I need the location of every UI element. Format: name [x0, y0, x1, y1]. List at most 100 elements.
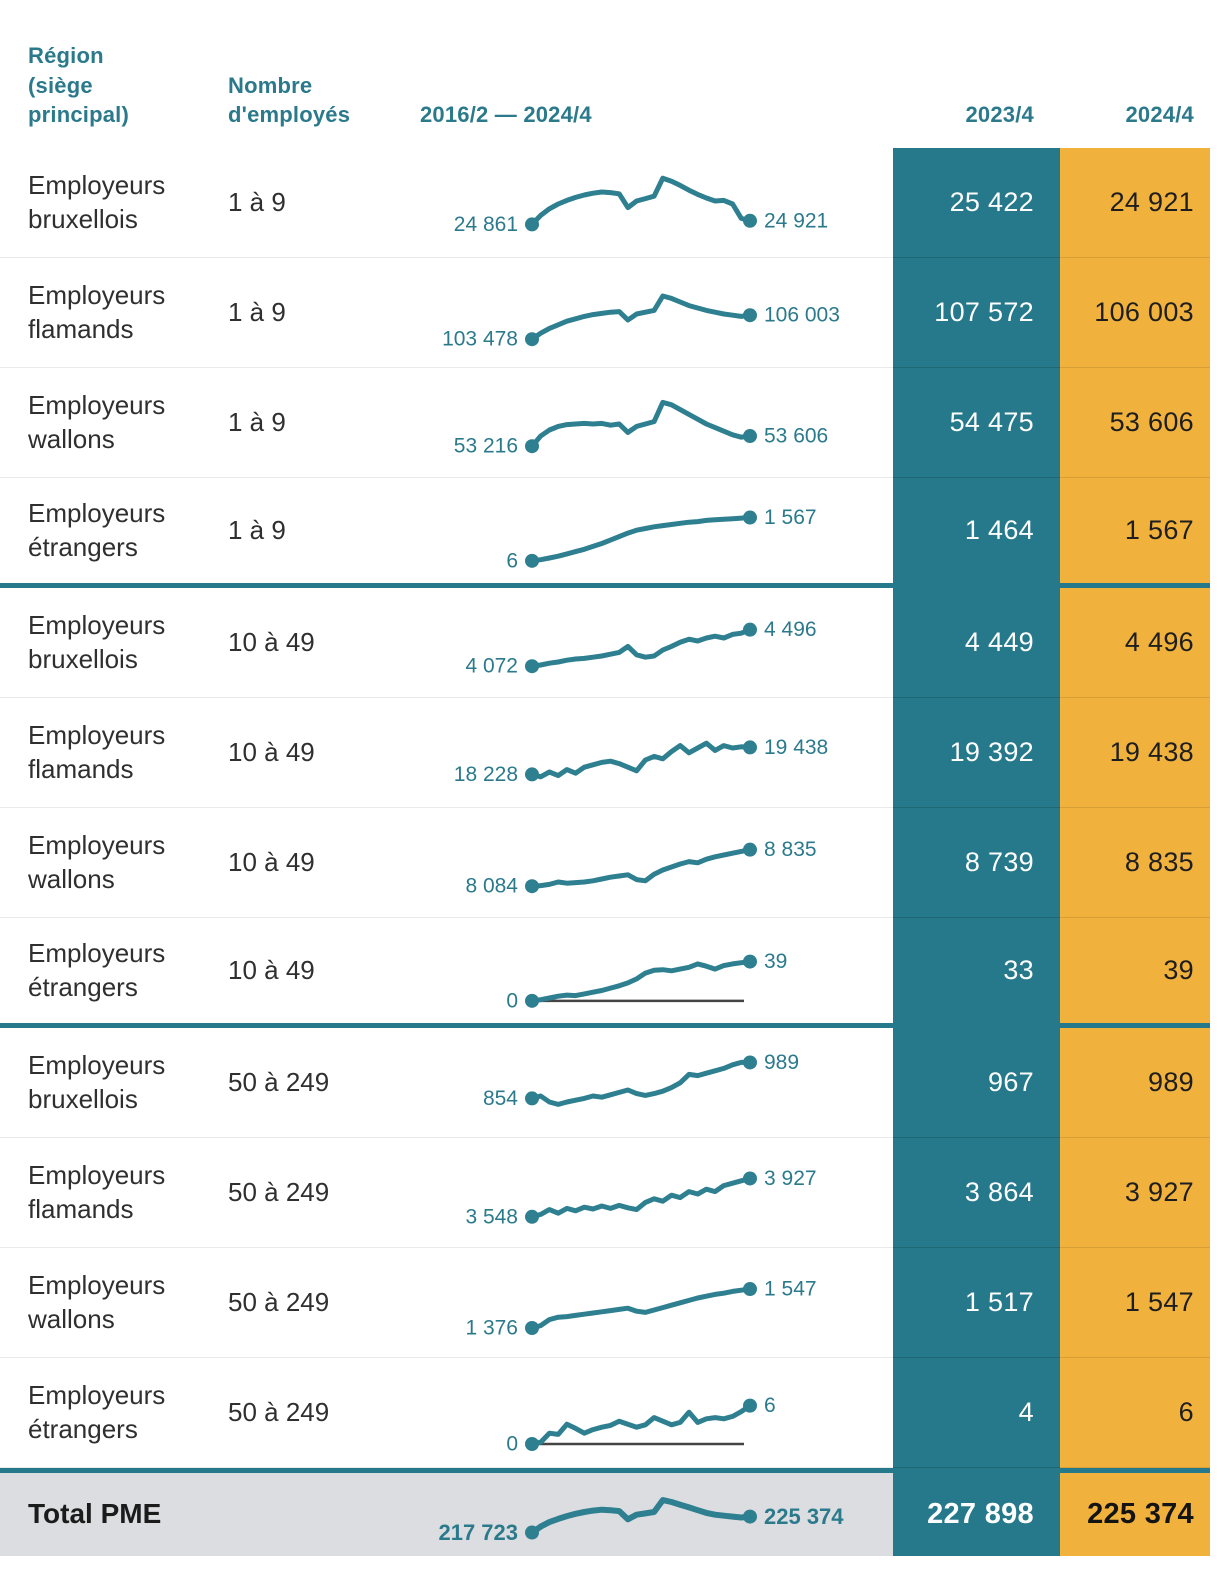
value-2024-cell: 106 003 [1060, 258, 1210, 368]
sparkline-cell: 4 072 4 496 [420, 588, 893, 698]
employee-range-label: 10 à 49 [228, 588, 420, 698]
svg-text:8 835: 8 835 [764, 838, 817, 861]
column-header-2024-4: 2024/4 [1125, 102, 1194, 128]
svg-text:989: 989 [764, 1051, 799, 1074]
value-2023-cell: 54 475 [893, 368, 1060, 478]
employee-range-label: 1 à 9 [228, 258, 420, 368]
employee-range-label: 10 à 49 [228, 808, 420, 918]
table-row: Employeurs flamands 50 à 249 3 548 3 927 … [0, 1138, 1210, 1248]
value-2024-cell: 8 835 [1060, 808, 1210, 918]
sparkline-cell: 6 1 567 [420, 478, 893, 588]
svg-text:106 003: 106 003 [764, 304, 840, 327]
svg-text:19 438: 19 438 [764, 736, 828, 759]
table-row: Employeurs bruxellois 10 à 49 4 072 4 496… [0, 588, 1210, 698]
value-2023-cell: 1 464 [893, 478, 1060, 588]
sparkline-cell: 3 548 3 927 [420, 1138, 893, 1248]
value-2024-cell: 989 [1060, 1028, 1210, 1138]
table-row: Employeurs flamands 1 à 9 103 478 106 003… [0, 258, 1210, 368]
column-header-employees: Nombre d'employés [228, 72, 351, 128]
svg-text:53 606: 53 606 [764, 425, 828, 448]
value-2024-cell: 19 438 [1060, 698, 1210, 808]
svg-text:24 861: 24 861 [454, 213, 518, 236]
table-row: Employeurs wallons 50 à 249 1 376 1 547 1… [0, 1248, 1210, 1358]
employee-range-label: 1 à 9 [228, 368, 420, 478]
region-label: Employeurs bruxellois [0, 148, 228, 258]
svg-text:1 547: 1 547 [764, 1278, 817, 1301]
value-2024-cell: 1 547 [1060, 1248, 1210, 1358]
region-label: Employeurs bruxellois [0, 1028, 228, 1138]
svg-text:53 216: 53 216 [454, 435, 518, 458]
value-2023-cell: 25 422 [893, 148, 1060, 258]
region-label: Employeurs bruxellois [0, 588, 228, 698]
table-row: Employeurs wallons 10 à 49 8 084 8 835 8 … [0, 808, 1210, 918]
svg-text:4 496: 4 496 [764, 618, 817, 641]
svg-text:18 228: 18 228 [454, 763, 518, 786]
value-2023-cell: 4 449 [893, 588, 1060, 698]
value-2023-cell: 1 517 [893, 1248, 1060, 1358]
employee-range-label: 50 à 249 [228, 1248, 420, 1358]
table-row: Employeurs étrangers 10 à 49 0 39 33 39 [0, 918, 1210, 1028]
region-label: Employeurs étrangers [0, 478, 228, 588]
region-label: Employeurs étrangers [0, 1358, 228, 1468]
value-2024-cell: 53 606 [1060, 368, 1210, 478]
sparkline-cell: 18 228 19 438 [420, 698, 893, 808]
total-value-2023-cell: 227 898 [893, 1473, 1060, 1556]
column-header-region: Région (siège principal) [28, 42, 130, 128]
region-label: Employeurs wallons [0, 368, 228, 478]
svg-text:4 072: 4 072 [465, 655, 518, 678]
table-row: Employeurs wallons 1 à 9 53 216 53 606 54… [0, 368, 1210, 478]
region-label: Employeurs étrangers [0, 918, 228, 1028]
value-2024-cell: 6 [1060, 1358, 1210, 1468]
total-row: Total PME 217 723 225 374 227 898 225 374 [0, 1468, 1210, 1556]
sparkline-cell: 1 376 1 547 [420, 1248, 893, 1358]
svg-text:0: 0 [506, 989, 518, 1012]
total-label: Total PME [0, 1473, 420, 1556]
region-label: Employeurs flamands [0, 698, 228, 808]
sparkline-cell: 8 084 8 835 [420, 808, 893, 918]
svg-text:217 723: 217 723 [438, 1520, 518, 1545]
value-2023-cell: 8 739 [893, 808, 1060, 918]
svg-text:3 927: 3 927 [764, 1167, 817, 1190]
region-label: Employeurs wallons [0, 1248, 228, 1358]
table-header-row: Région (siège principal) Nombre d'employ… [0, 0, 1210, 148]
employee-range-label: 10 à 49 [228, 918, 420, 1028]
total-value-2024-cell: 225 374 [1060, 1473, 1210, 1556]
svg-text:1 376: 1 376 [465, 1317, 518, 1340]
value-2024-cell: 1 567 [1060, 478, 1210, 588]
table-row: Employeurs bruxellois 1 à 9 24 861 24 921… [0, 148, 1210, 258]
column-header-trend-period: 2016/2 — 2024/4 [420, 102, 592, 128]
svg-text:103 478: 103 478 [442, 328, 518, 351]
value-2023-cell: 107 572 [893, 258, 1060, 368]
value-2023-cell: 4 [893, 1358, 1060, 1468]
svg-text:854: 854 [483, 1087, 518, 1110]
svg-text:0: 0 [506, 1433, 518, 1456]
sparkline-cell: 24 861 24 921 [420, 148, 893, 258]
svg-text:1 567: 1 567 [764, 506, 817, 529]
region-label: Employeurs flamands [0, 1138, 228, 1248]
employee-range-label: 50 à 249 [228, 1358, 420, 1468]
svg-text:6: 6 [506, 549, 518, 572]
region-label: Employeurs wallons [0, 808, 228, 918]
svg-text:8 084: 8 084 [465, 875, 518, 898]
value-2023-cell: 967 [893, 1028, 1060, 1138]
svg-text:3 548: 3 548 [465, 1205, 518, 1228]
employee-range-label: 50 à 249 [228, 1028, 420, 1138]
employee-range-label: 50 à 249 [228, 1138, 420, 1248]
value-2023-cell: 19 392 [893, 698, 1060, 808]
employee-range-label: 1 à 9 [228, 478, 420, 588]
value-2024-cell: 39 [1060, 918, 1210, 1028]
employee-range-label: 10 à 49 [228, 698, 420, 808]
region-label: Employeurs flamands [0, 258, 228, 368]
sparkline-cell: 0 39 [420, 918, 893, 1028]
total-sparkline-cell: 217 723 225 374 [420, 1473, 893, 1556]
value-2024-cell: 4 496 [1060, 588, 1210, 698]
svg-text:6: 6 [764, 1394, 776, 1417]
sparkline-cell: 53 216 53 606 [420, 368, 893, 478]
svg-text:24 921: 24 921 [764, 209, 828, 232]
value-2024-cell: 24 921 [1060, 148, 1210, 258]
column-header-2023-4: 2023/4 [965, 102, 1034, 128]
employee-range-label: 1 à 9 [228, 148, 420, 258]
svg-text:39: 39 [764, 950, 787, 973]
